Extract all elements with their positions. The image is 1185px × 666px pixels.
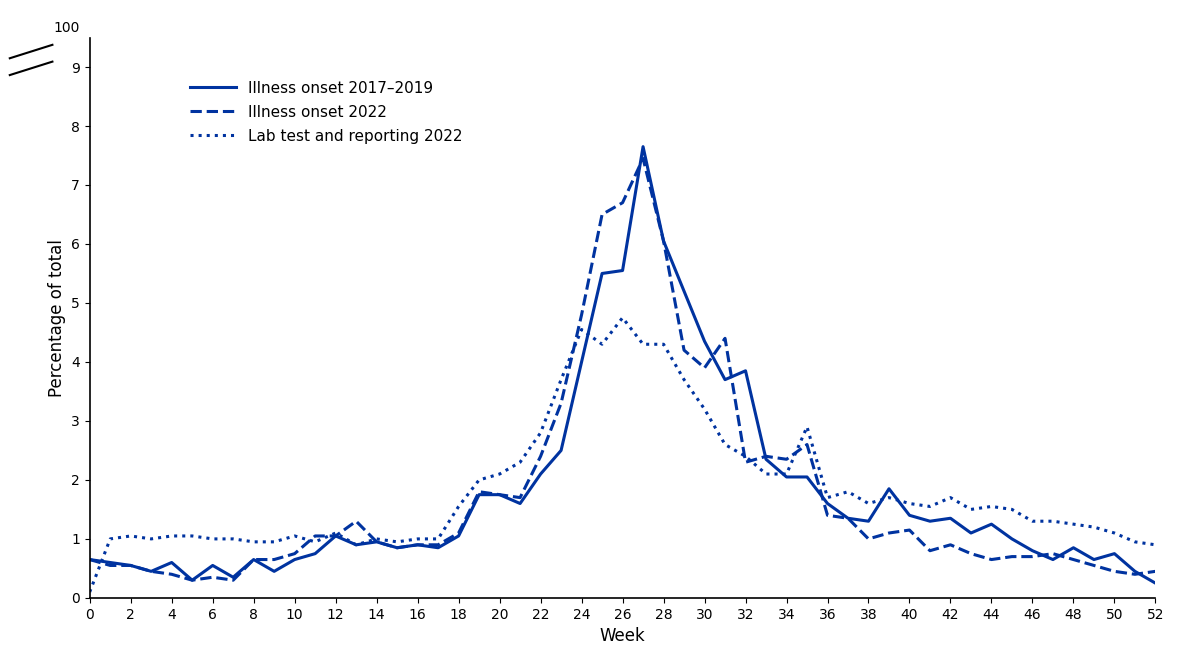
- Lab test and reporting 2022: [1046, 517, 1061, 525]
- Illness onset 2017–2019: [370, 538, 384, 546]
- Illness onset 2017–2019: [780, 473, 794, 481]
- Lab test and reporting 2022: [923, 502, 937, 510]
- Illness onset 2017–2019: [1046, 555, 1061, 563]
- Illness onset 2017–2019: [83, 555, 97, 563]
- X-axis label: Week: Week: [600, 627, 646, 645]
- Line: Lab test and reporting 2022: Lab test and reporting 2022: [90, 318, 1155, 592]
- Illness onset 2017–2019: [1148, 579, 1162, 587]
- Lab test and reporting 2022: [615, 314, 629, 322]
- Illness onset 2022: [758, 452, 773, 460]
- Illness onset 2022: [820, 511, 834, 519]
- Lab test and reporting 2022: [1148, 541, 1162, 549]
- Illness onset 2022: [800, 440, 814, 448]
- Lab test and reporting 2022: [780, 470, 794, 478]
- Illness onset 2022: [636, 155, 651, 163]
- Lab test and reporting 2022: [738, 452, 752, 460]
- Y-axis label: Percentage of total: Percentage of total: [47, 239, 65, 397]
- Illness onset 2022: [738, 458, 752, 466]
- Line: Illness onset 2017–2019: Illness onset 2017–2019: [90, 147, 1155, 583]
- Text: 100: 100: [53, 21, 79, 35]
- Illness onset 2022: [390, 543, 404, 551]
- Lab test and reporting 2022: [370, 535, 384, 543]
- Illness onset 2017–2019: [923, 517, 937, 525]
- Illness onset 2022: [185, 576, 199, 584]
- Lab test and reporting 2022: [83, 588, 97, 596]
- Illness onset 2017–2019: [718, 376, 732, 384]
- Line: Illness onset 2022: Illness onset 2022: [90, 159, 1155, 580]
- Illness onset 2022: [943, 541, 957, 549]
- Lab test and reporting 2022: [718, 440, 732, 448]
- Legend: Illness onset 2017–2019, Illness onset 2022, Lab test and reporting 2022: Illness onset 2017–2019, Illness onset 2…: [182, 73, 470, 152]
- Illness onset 2022: [83, 555, 97, 563]
- Illness onset 2022: [1148, 567, 1162, 575]
- Illness onset 2017–2019: [636, 143, 651, 151]
- Illness onset 2017–2019: [738, 367, 752, 375]
